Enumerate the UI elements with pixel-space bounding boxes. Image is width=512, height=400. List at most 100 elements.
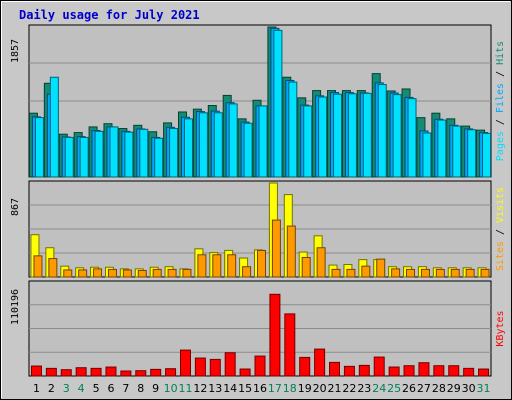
kbytes-bar-kbytes-day-3 <box>60 369 72 377</box>
visits-sites-bar-sites-day-24 <box>376 258 386 278</box>
x-tick-label-day-30: 30 <box>462 382 476 395</box>
kbytes-bar-kbytes-day-14 <box>224 352 236 377</box>
hits-files-pages-bar-pages-day-27 <box>422 132 432 178</box>
visits-sites-bar-sites-day-20 <box>316 247 326 278</box>
x-tick-label-day-6: 6 <box>107 382 114 395</box>
visits-sites-bar-sites-day-9 <box>152 268 162 278</box>
x-tick-label-day-16: 16 <box>253 382 267 395</box>
visits-sites-bar-sites-day-16 <box>257 249 266 278</box>
visits-sites-bar-sites-day-3 <box>63 269 73 278</box>
hits-files-pages-bar-pages-day-9 <box>154 137 164 178</box>
legend-item: Hits <box>495 41 506 65</box>
kbytes-bar-kbytes-day-29 <box>448 365 460 377</box>
hits-files-pages-bar-pages-day-3 <box>64 136 74 178</box>
hits-files-pages-bar-pages-day-14 <box>228 103 238 178</box>
legend-item: KBytes <box>495 310 506 346</box>
kbytes-bar-kbytes-day-26 <box>403 365 415 377</box>
visits-sites-bar-sites-day-22 <box>346 268 356 278</box>
x-tick-label-day-10: 10 <box>164 382 178 395</box>
legend-item: Sites <box>495 241 506 271</box>
kbytes-bar-kbytes-day-28 <box>433 365 445 377</box>
visits-sites-bar-sites-day-17 <box>271 219 281 278</box>
visits-sites-bar-sites-day-27 <box>420 268 430 278</box>
x-tick-label-day-9: 9 <box>152 382 159 395</box>
x-tick-label-day-18: 18 <box>283 382 297 395</box>
kbytes-bar-kbytes-day-24 <box>373 356 385 377</box>
visits-sites-bar-sites-day-13 <box>212 254 222 278</box>
x-tick-label-day-12: 12 <box>193 382 207 395</box>
x-tick-label-day-15: 15 <box>238 382 252 395</box>
hits-files-pages-bar-pages-day-12 <box>198 112 208 178</box>
hits-files-pages-bar-pages-day-24 <box>377 84 387 178</box>
x-tick-label-day-5: 5 <box>93 382 100 395</box>
legend-item: Pages <box>495 131 506 161</box>
x-tick-label-day-20: 20 <box>313 382 327 395</box>
x-tick-label-day-11: 11 <box>178 382 192 395</box>
chart-title: Daily usage for July 2021 <box>19 8 200 22</box>
kbytes-bar-kbytes-day-31 <box>478 368 490 377</box>
kbytes-ymax-label: 110196 <box>10 289 21 325</box>
hits-files-pages-bar-pages-day-7 <box>124 131 134 178</box>
kbytes-bar-kbytes-day-27 <box>418 362 430 377</box>
visits-sites-bar-sites-day-8 <box>137 269 147 278</box>
kbytes-bar-kbytes-day-16 <box>254 355 266 377</box>
hits-files-pages-bar-pages-day-13 <box>213 112 223 178</box>
visits-sites-bar-sites-day-4 <box>78 269 88 278</box>
hits-files-pages-bar-pages-day-18 <box>288 81 298 178</box>
visits-sites-bar-sites-day-28 <box>435 268 445 278</box>
hits-files-pages-ymax-label: 1857 <box>10 39 21 63</box>
visits-sites-ymax-label: 867 <box>10 198 21 216</box>
hits-files-pages-bar-pages-day-25 <box>392 94 402 178</box>
x-axis-labels: 1 2 3 4 5 6 7 8 9 10 11 12 13 14 15 16 17 18 19 20 21 22 23 24 2… <box>33 382 491 395</box>
visits-sites-legend: Sites / Visits <box>495 187 506 271</box>
kbytes-bar-kbytes-day-23 <box>358 364 370 377</box>
hits-files-pages-bar-pages-day-23 <box>362 92 372 178</box>
x-tick-label-day-8: 8 <box>137 382 144 395</box>
hits-files-pages-panel: 1857 Pages / Files / Hits <box>10 24 506 178</box>
kbytes-bar-kbytes-day-20 <box>314 348 326 377</box>
kbytes-bar-kbytes-day-5 <box>90 367 102 377</box>
x-tick-label-day-13: 13 <box>208 382 222 395</box>
visits-sites-bar-sites-day-10 <box>167 268 177 278</box>
visits-sites-bar-sites-day-12 <box>197 254 207 278</box>
kbytes-bar-kbytes-day-10 <box>165 368 177 377</box>
kbytes-bar-kbytes-day-22 <box>343 365 355 377</box>
hits-files-pages-bar-pages-day-1 <box>34 117 44 178</box>
legend-item: / <box>495 65 506 83</box>
x-tick-label-day-22: 22 <box>342 382 356 395</box>
hits-files-pages-bar-pages-day-21 <box>333 93 343 178</box>
hits-files-pages-bar-pages-day-16 <box>258 105 268 178</box>
x-tick-label-day-24: 24 <box>372 382 386 395</box>
hits-files-pages-bar-pages-day-20 <box>318 96 328 178</box>
x-tick-label-day-31: 31 <box>477 382 491 395</box>
legend-item: Visits <box>495 187 506 223</box>
legend-item: / <box>495 223 506 241</box>
kbytes-legend: KBytes <box>495 310 506 346</box>
kbytes-bar-kbytes-day-12 <box>194 357 206 377</box>
hits-files-pages-bar-pages-day-17 <box>273 29 283 178</box>
x-tick-label-day-4: 4 <box>78 382 85 395</box>
x-tick-label-day-25: 25 <box>387 382 401 395</box>
x-tick-label-day-28: 28 <box>432 382 446 395</box>
visits-sites-bar-sites-day-1 <box>33 255 43 278</box>
kbytes-bar-kbytes-day-1 <box>30 365 42 377</box>
kbytes-bar-kbytes-day-4 <box>75 367 87 377</box>
x-tick-label-day-17: 17 <box>268 382 282 395</box>
x-tick-label-day-19: 19 <box>298 382 312 395</box>
hits-files-pages-bar-pages-day-28 <box>437 119 447 178</box>
x-tick-label-day-27: 27 <box>417 382 431 395</box>
visits-sites-bar-sites-day-5 <box>93 268 103 278</box>
hits-files-pages-bar-pages-day-10 <box>169 128 179 178</box>
hits-files-pages-bar-pages-day-11 <box>183 118 193 178</box>
hits-files-pages-bar-pages-day-4 <box>79 136 89 178</box>
visits-sites-bar-sites-day-7 <box>122 269 132 278</box>
visits-sites-bar-sites-day-6 <box>107 268 117 278</box>
hits-files-pages-bar-pages-day-5 <box>94 130 104 178</box>
kbytes-bar-kbytes-day-9 <box>150 368 162 377</box>
legend-item: Files <box>495 83 506 113</box>
hits-files-pages-bar-pages-day-19 <box>303 105 313 178</box>
kbytes-bar-kbytes-day-2 <box>45 367 57 377</box>
kbytes-bar-kbytes-day-30 <box>463 367 475 377</box>
kbytes-bar-kbytes-day-18 <box>284 313 296 377</box>
